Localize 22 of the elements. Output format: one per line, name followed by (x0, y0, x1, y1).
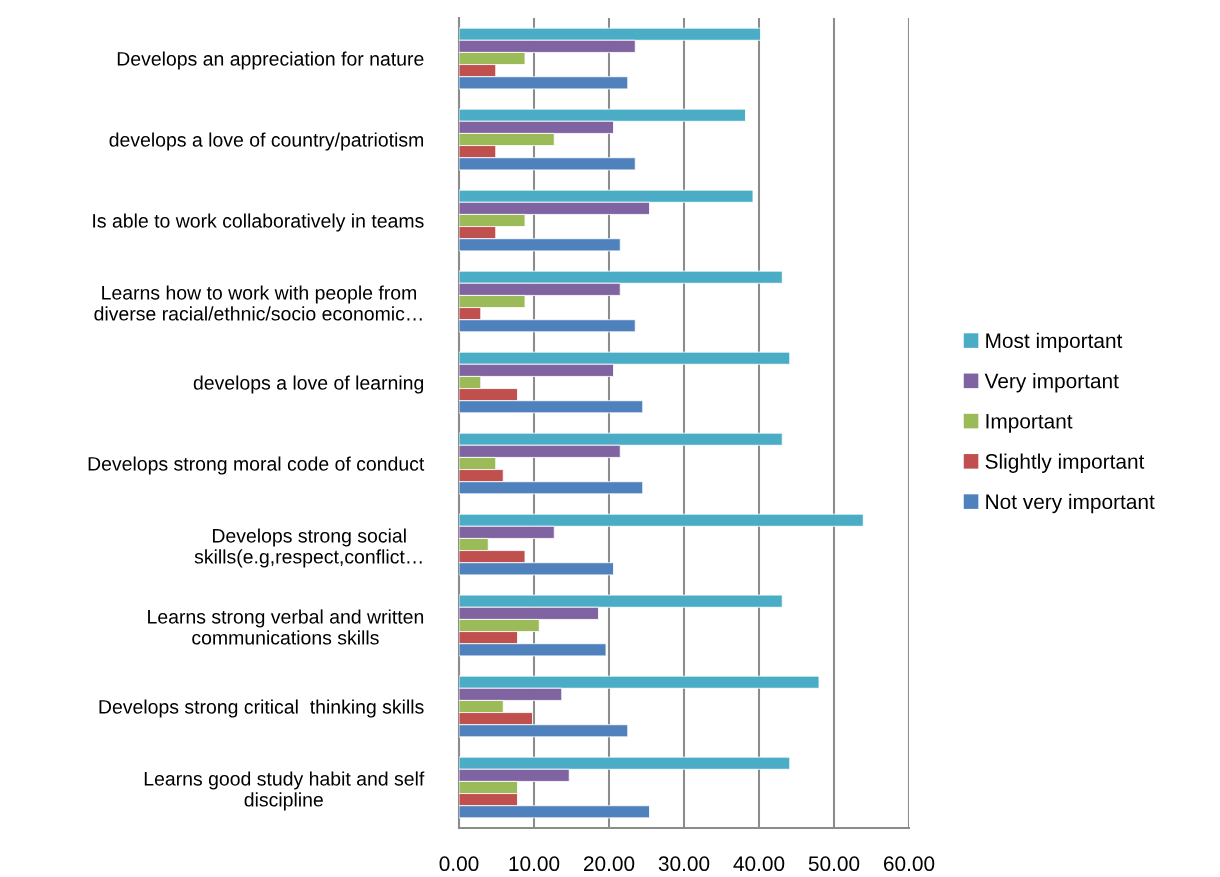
y-tick-label: Learns good study habit and self discipline (144, 771, 425, 811)
x-tick-label: 30.00 (658, 856, 710, 872)
x-tick-label: 10.00 (509, 856, 560, 872)
x-tick-label: 20.00 (583, 856, 635, 872)
legend-label: Slightly important (985, 453, 1145, 473)
y-tick-label: Is able to work collaboratively in teams (93, 213, 424, 232)
y-tick-label: Develops strong social skills(e.g,respect,conflict… (194, 528, 422, 568)
y-tick-label: develops a love of learning (193, 375, 424, 394)
y-tick-label: develops a love of country/patriotism (109, 132, 424, 151)
y-tick-label: Learns strong verbal and written communications skills (148, 609, 424, 645)
legend-label: Important (986, 414, 1073, 433)
legend-label: Very important (984, 373, 1119, 393)
legend-label: Not very important (986, 493, 1155, 514)
y-tick-label: Develops an appreciation for nature (117, 51, 424, 70)
x-tick-label: 50.00 (808, 856, 860, 872)
x-tick-label: 60.00 (883, 856, 935, 872)
y-tick-label: Develops strong moral code of conduct (88, 456, 425, 475)
x-tick-label: 0.00 (439, 856, 479, 872)
y-tick-label: Learns how to work with people from diverse racial/ethnic/socio economic… (94, 285, 422, 321)
y-tick-label: Develops strong critical thinking skills (99, 699, 424, 718)
x-tick-label: 40.00 (733, 856, 785, 872)
legend-label: Most important (986, 332, 1123, 353)
